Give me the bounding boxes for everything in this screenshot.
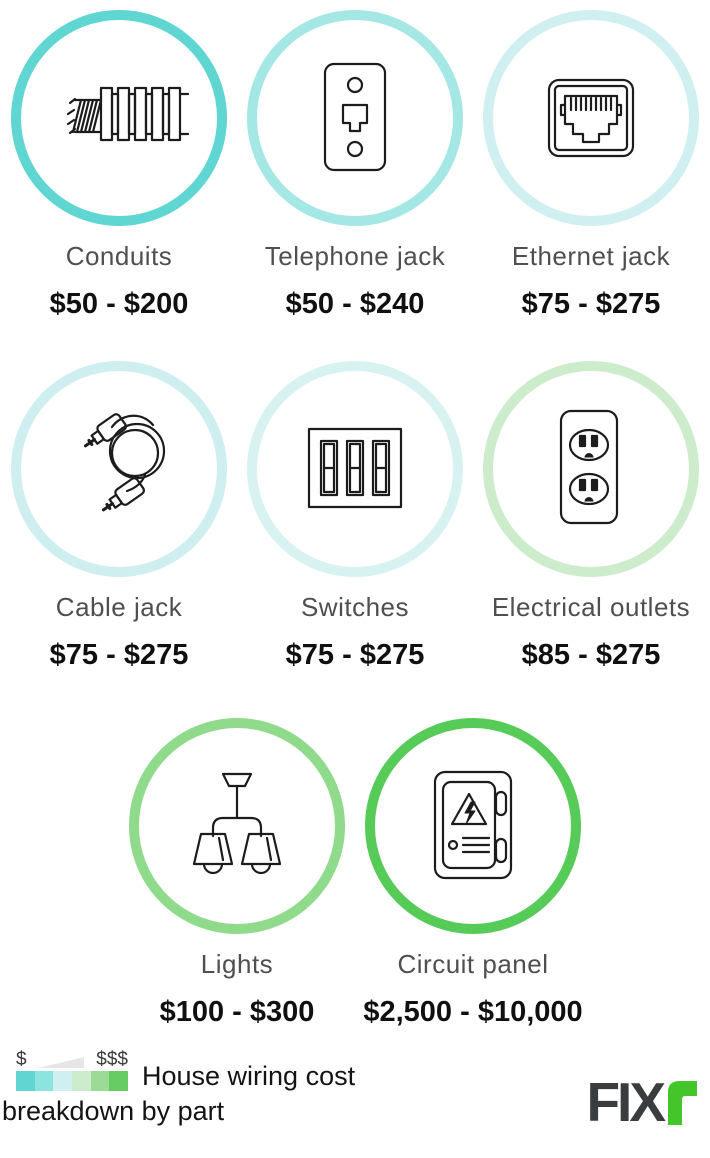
row-1: Conduits $50 - $200 Telephone jack $50 -… — [0, 10, 710, 321]
item-price: $2,500 - $10,000 — [363, 996, 583, 1028]
item-price: $50 - $200 — [49, 288, 189, 320]
ethernet-jack-ring — [483, 10, 699, 226]
lights-ring — [129, 718, 345, 934]
fixr-logo-text: FIX — [586, 1071, 666, 1134]
electrical-outlets-ring — [483, 361, 699, 577]
switches-ring — [247, 361, 463, 577]
item-price: $85 - $275 — [521, 639, 661, 671]
item-card-electrical-outlets: Electrical outlets $85 - $275 — [473, 361, 709, 672]
item-card-conduits: Conduits $50 - $200 — [1, 10, 237, 321]
item-label: Cable jack — [55, 592, 183, 622]
circuit-panel-icon — [403, 756, 543, 896]
item-label: Telephone jack — [264, 241, 446, 271]
item-card-circuit-panel: Circuit panel $2,500 - $10,000 — [355, 718, 591, 1029]
legend-low-label: $ — [16, 1049, 27, 1070]
legend-color-strip — [16, 1071, 129, 1091]
item-price: $75 - $275 — [285, 639, 425, 671]
legend-swatch — [34, 1071, 54, 1091]
item-card-ethernet-jack: Ethernet jack $75 - $275 — [473, 10, 709, 321]
item-price: $100 - $300 — [159, 996, 315, 1028]
row-2: Cable jack $75 - $275 Switches $75 - $27… — [0, 361, 710, 672]
conduit-icon — [49, 48, 189, 188]
item-price: $75 - $275 — [49, 639, 189, 671]
item-label: Switches — [300, 592, 410, 622]
legend-swatch — [53, 1071, 73, 1091]
footer: $ $$$ House wiring cost breakdown by par… — [0, 1047, 710, 1134]
electrical-outlet-icon — [521, 399, 661, 539]
item-label: Ethernet jack — [511, 241, 671, 271]
switches-icon — [285, 399, 425, 539]
telephone-jack-ring — [247, 10, 463, 226]
telephone-jack-icon — [285, 48, 425, 188]
item-card-lights: Lights $100 - $300 — [119, 718, 355, 1029]
caption-text: House wiring cost breakdown by part — [2, 1061, 356, 1127]
legend-wedge-icon — [38, 1057, 85, 1068]
legend-swatch — [109, 1071, 129, 1091]
item-card-switches: Switches $75 - $275 — [237, 361, 473, 672]
legend-swatch — [72, 1071, 91, 1091]
fixr-logo-r-icon — [668, 1081, 697, 1126]
ethernet-jack-icon — [521, 48, 661, 188]
item-label: Circuit panel — [397, 949, 549, 979]
item-label: Electrical outlets — [491, 592, 691, 622]
item-card-telephone-jack: Telephone jack $50 - $240 — [237, 10, 473, 321]
cable-jack-ring — [11, 361, 227, 577]
item-price: $75 - $275 — [521, 288, 661, 320]
fixr-logo: FIX — [586, 1071, 698, 1134]
item-label: Conduits — [65, 241, 173, 271]
caption: $ $$$ House wiring cost breakdown by par… — [0, 1047, 422, 1129]
conduits-ring — [11, 10, 227, 226]
legend-scale-labels: $ $$$ — [16, 1047, 128, 1069]
cable-jack-icon — [49, 399, 189, 539]
light-fixture-icon — [167, 756, 307, 896]
legend-swatch — [90, 1071, 110, 1091]
cost-legend: $ $$$ — [16, 1047, 129, 1091]
item-card-cable-jack: Cable jack $75 - $275 — [1, 361, 237, 672]
row-3: Lights $100 - $300 Circuit panel $2,500 … — [0, 718, 710, 1029]
item-price: $50 - $240 — [285, 288, 425, 320]
item-label: Lights — [200, 949, 274, 979]
legend-high-label: $$$ — [96, 1049, 128, 1070]
legend-swatch — [16, 1071, 35, 1091]
circuit-panel-ring — [365, 718, 581, 934]
